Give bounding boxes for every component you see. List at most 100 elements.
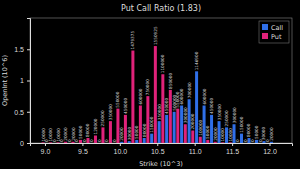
- data-label: 20000: [63, 127, 68, 141]
- tick: 12.0: [263, 143, 277, 155]
- data-label: 120000: [93, 118, 98, 134]
- data-label: 850000: [168, 73, 173, 89]
- data-label: 100000: [198, 119, 203, 135]
- data-label: 20000: [213, 127, 218, 141]
- tick-label: 9.0: [41, 148, 51, 155]
- tick-label: 11.0: [189, 148, 202, 155]
- tick: 10.0: [114, 143, 128, 155]
- data-label: 450000: [123, 98, 128, 114]
- bar: [165, 115, 168, 143]
- tick: 1.5: [14, 46, 30, 53]
- bar: [270, 142, 273, 143]
- bars: [42, 46, 273, 143]
- bar: [191, 131, 194, 144]
- tick-mark: [45, 143, 46, 146]
- data-label: 350000: [108, 104, 113, 120]
- bar: [150, 134, 153, 143]
- data-label: 30000: [127, 126, 132, 140]
- tick-label: 9.5: [78, 148, 88, 155]
- bar: [214, 142, 217, 143]
- data-label: 0: [59, 139, 64, 142]
- bar: [173, 112, 176, 143]
- y-axis-title: OpenInt (10^6): [1, 55, 9, 106]
- chart: 9.09.510.010.511.011.512.000.511.5100001…: [0, 0, 300, 169]
- data-label: 80000: [85, 123, 90, 137]
- tick-label: 1.5: [14, 46, 24, 53]
- data-label: 20000: [119, 127, 124, 141]
- bar: [176, 109, 179, 143]
- data-label: 20000: [71, 127, 76, 141]
- bar: [158, 121, 161, 143]
- tick: 9.5: [78, 143, 88, 155]
- tick-mark: [232, 143, 233, 146]
- tick-label: 12.0: [263, 148, 277, 155]
- data-label: 200000: [190, 113, 195, 129]
- data-label: 50000: [254, 125, 259, 139]
- tick-label: 0.5: [14, 108, 24, 115]
- data-label: 550000: [115, 91, 120, 107]
- data-label: 350000: [157, 104, 162, 120]
- data-label: 150000: [239, 116, 244, 132]
- tick: 9.0: [41, 143, 51, 155]
- tick-mark: [27, 143, 30, 144]
- bar: [154, 46, 157, 143]
- tick-mark: [82, 143, 83, 146]
- data-label: 1146900: [194, 51, 199, 70]
- data-label: 10000: [41, 128, 46, 142]
- tick-label: 10.0: [114, 148, 128, 155]
- x-axis-title: Strike (10^3): [139, 160, 183, 168]
- data-label: 0: [67, 139, 72, 142]
- tick: 10.5: [151, 143, 165, 155]
- data-label: 0: [82, 139, 87, 142]
- data-label: 0: [235, 139, 240, 142]
- data-label: 80000: [246, 123, 251, 137]
- data-label: 600000: [179, 88, 184, 104]
- data-label: 1100000: [160, 54, 165, 73]
- data-label: 600000: [202, 88, 207, 104]
- axis-line: [27, 19, 31, 144]
- bar: [184, 124, 187, 143]
- bar: [135, 140, 138, 143]
- data-label: 350000: [217, 104, 222, 120]
- data-label: 750000: [145, 79, 150, 95]
- tick-mark: [120, 143, 121, 146]
- data-label: 0: [89, 139, 94, 142]
- y-axis: 0 0.5 1 1.5: [14, 19, 30, 147]
- data-label: 600000: [138, 88, 143, 104]
- tick-label: 11.5: [226, 148, 239, 155]
- legend-swatch: [262, 24, 268, 30]
- tick-label: 1: [20, 77, 24, 84]
- background: [0, 0, 300, 169]
- data-label: 0: [44, 139, 49, 142]
- tick-mark: [270, 143, 271, 146]
- tick-mark: [157, 143, 158, 146]
- data-label: 1550925: [153, 26, 158, 45]
- data-labels: 1000010000100002000020000500008000012000…: [41, 26, 274, 142]
- data-label: 0: [74, 139, 79, 142]
- data-label: 450000: [209, 98, 214, 114]
- data-label: 50000: [134, 125, 139, 139]
- tick: 11.5: [226, 143, 239, 155]
- axis-line: [31, 144, 293, 147]
- legend: CallPut: [259, 21, 289, 43]
- tick: 11.0: [189, 143, 202, 155]
- tick-mark: [27, 112, 30, 113]
- data-label: 50000: [78, 125, 83, 139]
- x-axis: 9.0 9.5 10.0 10.5 11.0 11.5 12.0: [31, 143, 293, 155]
- data-label: 0: [104, 139, 109, 142]
- bar: [120, 142, 123, 143]
- tick-mark: [195, 143, 196, 146]
- data-label: 1479375: [130, 31, 135, 50]
- bar: [206, 140, 209, 143]
- legend-box: [259, 21, 289, 43]
- legend-swatch: [262, 33, 268, 39]
- data-label: 30000: [261, 126, 266, 140]
- tick: 0: [20, 140, 30, 147]
- data-label: 250000: [100, 110, 105, 126]
- data-label: 450000: [164, 98, 169, 114]
- data-label: 80000: [142, 123, 147, 137]
- data-label: 150000: [149, 116, 154, 132]
- bar: [128, 141, 131, 143]
- tick: 0.5: [14, 108, 30, 115]
- data-label: 250000: [224, 110, 229, 126]
